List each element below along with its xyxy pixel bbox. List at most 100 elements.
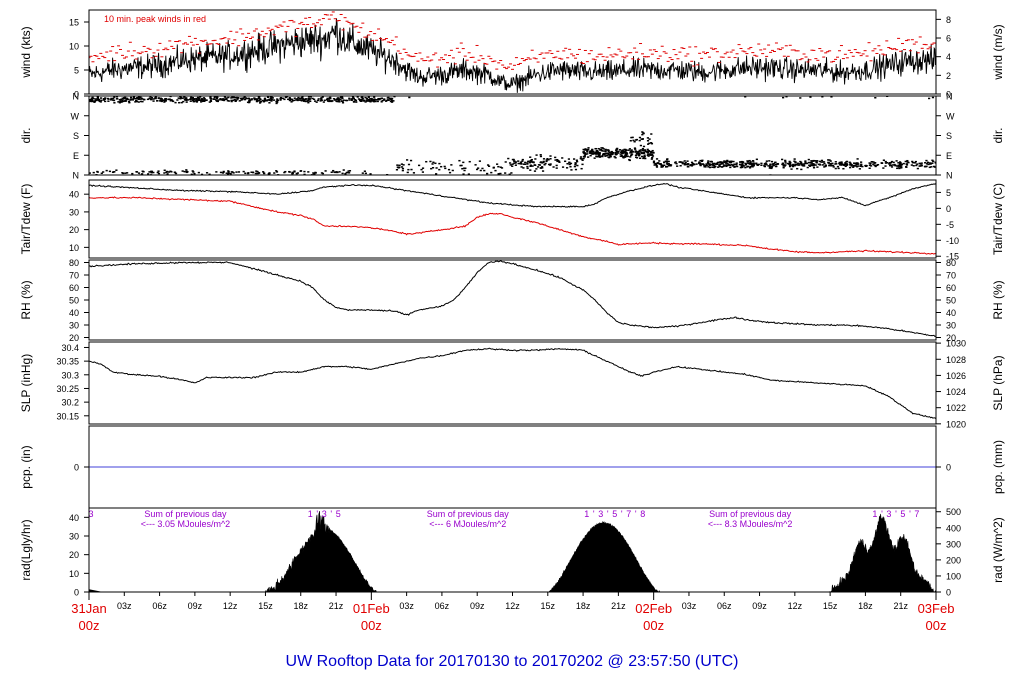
y-tick-label: 1028 <box>946 355 966 365</box>
direction-point <box>126 98 129 101</box>
direction-point <box>583 156 586 158</box>
direction-point <box>250 99 253 101</box>
direction-point <box>642 156 645 158</box>
direction-point <box>549 164 552 166</box>
direction-point <box>642 145 646 148</box>
direction-point <box>621 152 624 155</box>
direction-point <box>199 96 202 98</box>
direction-point <box>96 99 99 101</box>
peak-wind-marks <box>89 11 936 70</box>
direction-point <box>231 171 234 173</box>
direction-point <box>507 157 510 160</box>
direction-point <box>179 96 182 98</box>
chart-title: UW Rooftop Data for 20170130 to 20170202… <box>286 653 739 670</box>
direction-point <box>152 171 155 174</box>
x-tick-label: 18z <box>293 601 308 611</box>
direction-point <box>96 170 99 173</box>
direction-point <box>843 164 846 167</box>
rad-hour-mark: ' <box>330 509 332 519</box>
direction-point <box>205 172 209 174</box>
direction-point <box>126 172 129 174</box>
direction-point <box>905 163 908 166</box>
direction-point <box>556 158 559 161</box>
date-time-label: 00z <box>926 618 947 633</box>
direction-point <box>192 171 195 173</box>
direction-point <box>888 163 891 165</box>
direction-point <box>740 164 743 167</box>
direction-point <box>686 160 689 162</box>
direction-point <box>132 96 135 99</box>
y-tick-label: 0 <box>946 463 951 473</box>
direction-point <box>227 171 230 173</box>
direction-point <box>163 101 166 103</box>
direction-point <box>148 171 151 173</box>
direction-point <box>746 160 750 163</box>
direction-point <box>658 160 661 162</box>
direction-point <box>364 172 367 175</box>
direction-point <box>293 171 296 173</box>
direction-point <box>337 98 340 101</box>
direction-point <box>529 169 532 171</box>
direction-point <box>372 100 376 103</box>
direction-point <box>196 98 199 100</box>
direction-point <box>225 98 228 101</box>
direction-point <box>180 101 183 104</box>
direction-point <box>630 153 634 155</box>
direction-point <box>517 162 520 165</box>
direction-point <box>624 149 627 152</box>
direction-point <box>843 163 846 166</box>
direction-point <box>845 160 849 163</box>
direction-point <box>643 149 647 151</box>
direction-point <box>735 162 738 164</box>
series-tair-line <box>89 182 936 208</box>
direction-point <box>463 169 466 172</box>
direction-point <box>699 164 702 167</box>
direction-point <box>796 167 799 170</box>
y-tick-label: N <box>73 171 80 181</box>
direction-point <box>125 98 128 101</box>
direction-point <box>303 170 306 173</box>
direction-point <box>763 163 766 165</box>
direction-point <box>255 98 258 100</box>
direction-point <box>884 165 887 167</box>
direction-point <box>729 166 732 169</box>
direction-point <box>143 98 146 101</box>
direction-point <box>642 157 645 160</box>
direction-point <box>627 149 630 151</box>
direction-point <box>794 161 797 164</box>
direction-point <box>89 172 91 174</box>
direction-point <box>595 153 598 155</box>
direction-point <box>185 99 188 102</box>
direction-point <box>870 161 874 163</box>
direction-point <box>462 161 465 164</box>
direction-point <box>275 100 278 103</box>
direction-point <box>317 98 320 100</box>
direction-point <box>313 100 317 102</box>
direction-point <box>161 99 164 102</box>
direction-point <box>139 96 142 99</box>
direction-point <box>597 151 600 154</box>
direction-point <box>565 167 569 169</box>
direction-point <box>335 98 338 101</box>
direction-point <box>861 165 864 168</box>
rh-right-ticks: 20 30 40 50 60 70 80 <box>936 258 956 343</box>
rad-sum-value: <--- 6 MJoules/m^2 <box>429 519 506 529</box>
direction-point <box>811 163 814 165</box>
rad-hour-mark: 3 <box>322 509 327 519</box>
direction-point <box>805 162 809 165</box>
direction-point <box>589 154 592 157</box>
direction-point <box>216 100 219 103</box>
direction-point <box>874 162 877 164</box>
direction-point <box>360 100 363 102</box>
x-tick-label: 12z <box>788 601 803 611</box>
direction-point <box>751 164 755 167</box>
direction-point <box>650 142 653 144</box>
direction-point <box>183 170 186 173</box>
direction-point <box>256 172 259 175</box>
direction-point <box>183 98 186 100</box>
direction-point <box>831 162 834 165</box>
direction-point <box>665 158 669 161</box>
direction-point <box>539 155 543 158</box>
direction-point <box>314 172 317 174</box>
